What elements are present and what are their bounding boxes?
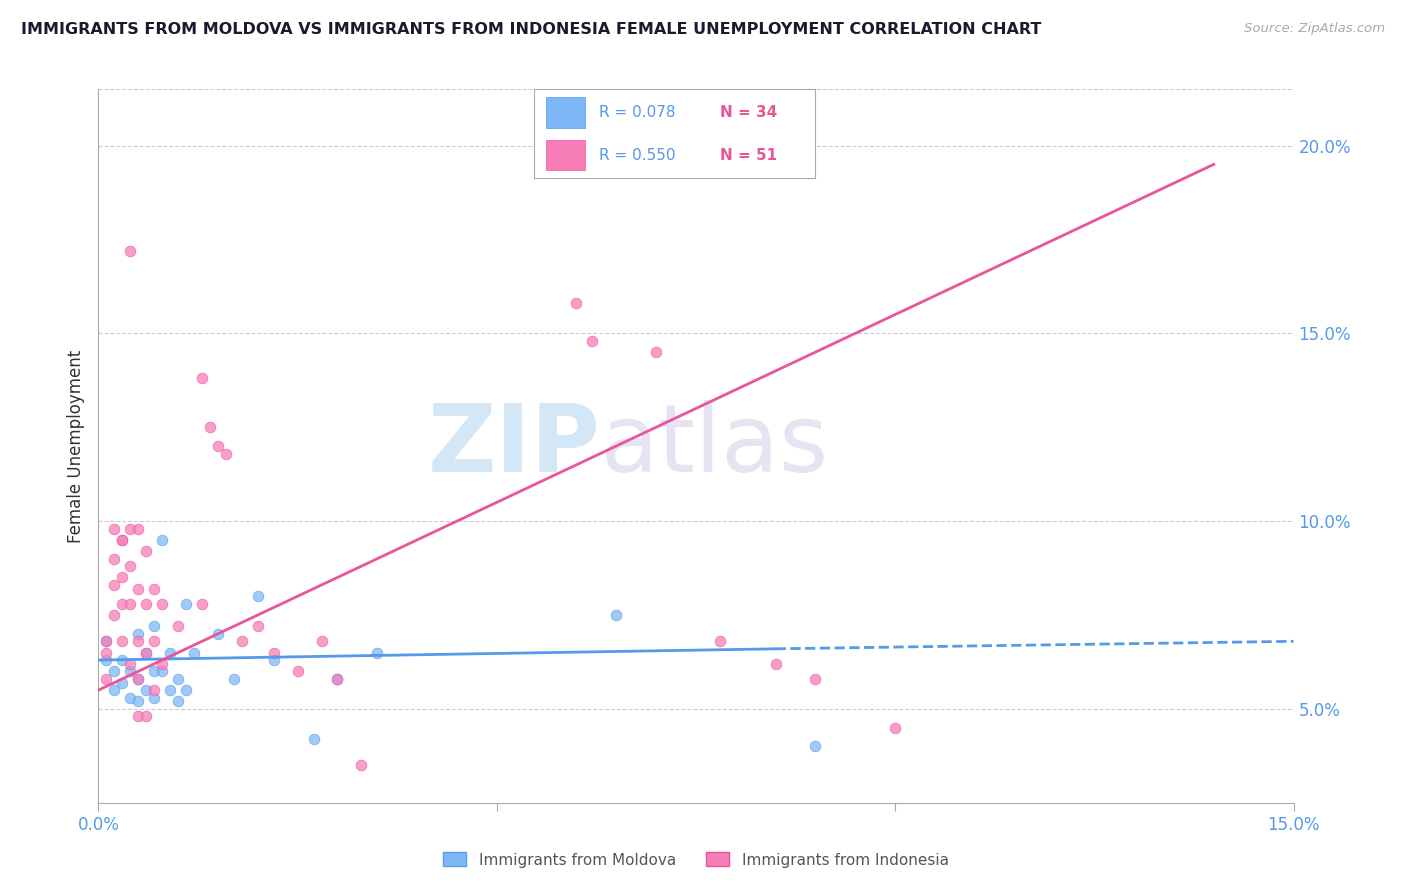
Point: [207, 627, 229, 641]
Point: [135, 646, 157, 660]
Point: [111, 675, 134, 690]
Point: [765, 657, 787, 671]
Text: N = 51: N = 51: [720, 148, 778, 162]
Point: [135, 544, 157, 558]
Point: [111, 570, 134, 584]
Point: [111, 653, 134, 667]
Point: [111, 533, 134, 547]
Point: [167, 619, 190, 633]
Point: [191, 597, 214, 611]
Point: [222, 672, 245, 686]
Text: IMMIGRANTS FROM MOLDOVA VS IMMIGRANTS FROM INDONESIA FEMALE UNEMPLOYMENT CORRELA: IMMIGRANTS FROM MOLDOVA VS IMMIGRANTS FR…: [21, 22, 1042, 37]
Point: [302, 731, 325, 746]
Point: [127, 522, 149, 536]
Point: [143, 582, 166, 596]
Point: [143, 690, 166, 705]
Point: [120, 657, 142, 671]
Point: [135, 709, 157, 723]
Point: [120, 690, 142, 705]
Point: [605, 607, 627, 622]
Point: [120, 559, 142, 574]
Point: [191, 371, 214, 385]
Point: [135, 683, 157, 698]
Point: [150, 657, 173, 671]
Point: [167, 694, 190, 708]
FancyBboxPatch shape: [546, 97, 585, 128]
Point: [103, 578, 125, 592]
Point: [143, 634, 166, 648]
Point: [103, 683, 125, 698]
Text: N = 34: N = 34: [720, 105, 778, 120]
Point: [150, 597, 173, 611]
Text: R = 0.550: R = 0.550: [599, 148, 675, 162]
Point: [350, 758, 373, 772]
Point: [96, 646, 118, 660]
Point: [103, 522, 125, 536]
Point: [120, 597, 142, 611]
Point: [143, 683, 166, 698]
Point: [96, 634, 118, 648]
Point: [311, 634, 333, 648]
Text: atlas: atlas: [600, 400, 828, 492]
Point: [645, 345, 668, 359]
Point: [127, 709, 149, 723]
FancyBboxPatch shape: [546, 140, 585, 170]
Point: [207, 439, 229, 453]
Point: [150, 665, 173, 679]
Point: [174, 683, 197, 698]
Legend: Immigrants from Moldova, Immigrants from Indonesia: Immigrants from Moldova, Immigrants from…: [437, 847, 955, 873]
Point: [581, 334, 603, 348]
Point: [263, 653, 285, 667]
Point: [103, 607, 125, 622]
Text: ZIP: ZIP: [427, 400, 600, 492]
Point: [150, 533, 173, 547]
Point: [143, 665, 166, 679]
Point: [174, 597, 197, 611]
Point: [120, 522, 142, 536]
Point: [143, 619, 166, 633]
Point: [804, 672, 827, 686]
Point: [127, 627, 149, 641]
Y-axis label: Female Unemployment: Female Unemployment: [66, 350, 84, 542]
Point: [231, 634, 253, 648]
Point: [135, 646, 157, 660]
Point: [120, 665, 142, 679]
Text: R = 0.078: R = 0.078: [599, 105, 675, 120]
Point: [96, 653, 118, 667]
Point: [183, 646, 205, 660]
Point: [287, 665, 309, 679]
Point: [103, 551, 125, 566]
Point: [366, 646, 388, 660]
Text: Source: ZipAtlas.com: Source: ZipAtlas.com: [1244, 22, 1385, 36]
Point: [565, 296, 588, 310]
Point: [246, 589, 269, 603]
Point: [127, 634, 149, 648]
Point: [159, 646, 181, 660]
Point: [263, 646, 285, 660]
Point: [804, 739, 827, 754]
Point: [135, 597, 157, 611]
Point: [103, 665, 125, 679]
Point: [96, 634, 118, 648]
Point: [159, 683, 181, 698]
Point: [326, 672, 349, 686]
Point: [215, 446, 238, 460]
Point: [246, 619, 269, 633]
Point: [326, 672, 349, 686]
Point: [884, 721, 907, 735]
Point: [120, 244, 142, 258]
Point: [127, 582, 149, 596]
Point: [127, 694, 149, 708]
Point: [127, 672, 149, 686]
Point: [709, 634, 731, 648]
Point: [198, 420, 221, 434]
Point: [96, 672, 118, 686]
Point: [127, 672, 149, 686]
Point: [167, 672, 190, 686]
Point: [111, 533, 134, 547]
Point: [111, 634, 134, 648]
Point: [111, 597, 134, 611]
